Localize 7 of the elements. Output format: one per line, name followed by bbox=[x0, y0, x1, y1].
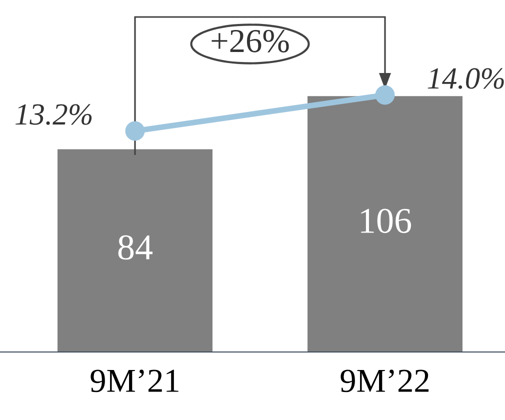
data-label: 14.0% bbox=[428, 68, 504, 89]
data-label: 84 bbox=[118, 235, 152, 260]
data-label: 13.2% bbox=[16, 104, 92, 125]
x-tick-label: 9M’21 bbox=[90, 370, 178, 392]
text: +26% bbox=[212, 30, 289, 52]
x-tick-label: 9M’22 bbox=[340, 370, 429, 392]
data-label: 106 bbox=[361, 208, 412, 234]
